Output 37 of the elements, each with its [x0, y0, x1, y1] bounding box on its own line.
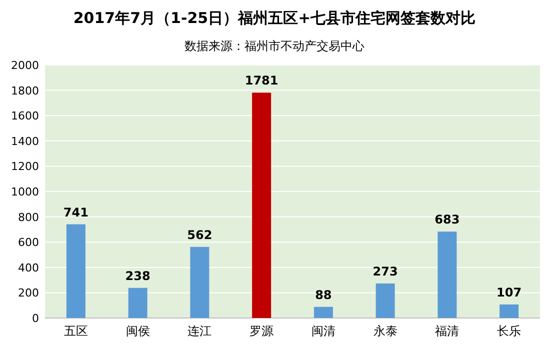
- bar: [314, 306, 333, 318]
- data-label: 1781: [244, 74, 278, 88]
- y-tick-label: 1800: [11, 84, 39, 98]
- data-label: 107: [496, 285, 522, 300]
- chart-subtitle: 数据来源：福州市不动产交易中心: [184, 39, 364, 53]
- bar: [438, 232, 457, 318]
- bar: [128, 288, 148, 318]
- y-tick-label: 1200: [11, 160, 39, 174]
- data-label: 683: [434, 212, 460, 227]
- y-tick-label: 0: [32, 312, 39, 325]
- bar: [252, 92, 272, 318]
- x-tick-label: 闽清: [311, 324, 336, 338]
- y-tick-label: 600: [18, 236, 39, 250]
- x-tick-label: 永泰: [373, 324, 398, 338]
- y-tick-label: 1600: [11, 110, 39, 123]
- y-tick-label: 1400: [11, 134, 39, 148]
- x-tick-label: 连江: [188, 324, 212, 338]
- data-label: 273: [372, 264, 398, 278]
- y-tick-label: 2000: [11, 59, 39, 72]
- bar: [66, 224, 86, 318]
- y-tick-label: 1000: [11, 186, 39, 198]
- data-label: 562: [187, 228, 212, 242]
- data-label: 741: [63, 205, 88, 220]
- y-tick-label: 400: [18, 261, 39, 274]
- y-tick-label: 200: [18, 286, 39, 300]
- x-tick-label: 长乐: [497, 324, 522, 338]
- x-tick-label: 闽侯: [126, 324, 150, 338]
- x-tick-label: 五区: [64, 324, 88, 338]
- x-tick-label: 福清: [435, 324, 460, 338]
- data-label: 88: [315, 288, 332, 302]
- chart-title: 2017年7月（1-25日）福州五区+七县市住宅网签套数对比: [73, 9, 476, 27]
- y-tick-label: 800: [18, 210, 39, 224]
- data-label: 238: [125, 268, 150, 283]
- bar: [500, 304, 519, 318]
- bar: [190, 246, 210, 318]
- bar: [376, 283, 395, 318]
- x-tick-label: 罗源: [250, 324, 274, 338]
